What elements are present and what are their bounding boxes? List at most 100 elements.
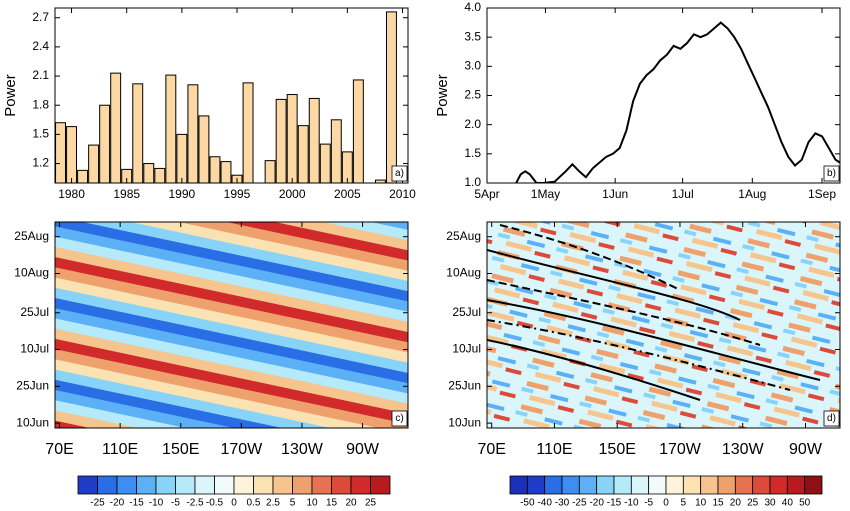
- y-tick-label: 25Jun: [448, 378, 481, 392]
- bar: [242, 82, 254, 183]
- y-tick-label: 1.5: [464, 146, 481, 160]
- bar: [99, 104, 111, 183]
- annotation: c): [395, 413, 403, 424]
- x-tick-label: 1Sep: [808, 187, 836, 201]
- colorbar-label: -5: [171, 498, 180, 509]
- y-axis-label: Power: [434, 74, 451, 117]
- x-tick-label: 110E: [536, 441, 572, 458]
- plot-area: [55, 11, 397, 183]
- bar: [66, 126, 78, 183]
- x-tick-label: 170W: [220, 441, 263, 458]
- annotation-box: [823, 165, 840, 182]
- x-tick-label: 70E: [45, 441, 73, 458]
- bar: [297, 125, 309, 183]
- annotation: d): [827, 413, 836, 424]
- colorbar-label: 0: [663, 498, 669, 509]
- colorbar-swatch: [331, 475, 352, 495]
- colorbar-label: -50: [520, 498, 535, 509]
- frame: [54, 221, 409, 429]
- x-tick-label: 1990: [169, 187, 196, 201]
- y-tick-label: 2.0: [464, 117, 481, 131]
- colorbar-swatch: [292, 475, 313, 495]
- colorbar-label: -15: [129, 498, 144, 509]
- x-tick-label: 130W: [722, 441, 765, 458]
- y-tick-label: 2.1: [32, 68, 49, 82]
- y-tick-label: 3.5: [464, 29, 481, 43]
- colorbar-swatch: [804, 475, 823, 495]
- y-tick-label: 25Aug: [446, 229, 481, 243]
- colorbar-label: -20: [110, 498, 125, 509]
- y-tick-label: 10Jun: [448, 415, 481, 429]
- colorbar-swatch: [253, 475, 274, 495]
- annotation-box: [391, 165, 408, 182]
- bar: [220, 161, 232, 183]
- colorbar-swatch: [116, 475, 137, 495]
- frame: [54, 7, 409, 184]
- y-tick-label: 2.5: [464, 88, 481, 102]
- x-tick-label: 1985: [113, 187, 140, 201]
- colorbar-swatch: [272, 475, 293, 495]
- colorbar-swatch: [665, 475, 684, 495]
- colorbar-label: 0.5: [247, 498, 261, 509]
- colorbar-label: 25: [365, 498, 377, 509]
- colorbar-swatch: [596, 475, 615, 495]
- colorbar-label: -30: [555, 498, 570, 509]
- bar: [264, 160, 276, 183]
- colorbar-label: 40: [782, 498, 794, 509]
- x-tick-label: 1Aug: [738, 187, 766, 201]
- colorbar-swatch: [97, 475, 118, 495]
- frame: [486, 221, 841, 429]
- bar: [385, 11, 397, 183]
- bar: [77, 169, 89, 183]
- colorbar-swatch: [77, 475, 98, 495]
- y-tick-label: 3.0: [464, 59, 481, 73]
- colorbar-label: 0: [231, 498, 237, 509]
- y-tick-label: 25Jul: [452, 305, 481, 319]
- bar: [176, 133, 188, 183]
- colorbar-label: 15: [326, 498, 338, 509]
- colorbar-label: -20: [589, 498, 604, 509]
- y-tick-label: 10Aug: [14, 266, 49, 280]
- bar: [275, 98, 287, 183]
- colorbar-swatch: [648, 475, 667, 495]
- field-c: [55, 222, 408, 428]
- x-tick-label: 5Apr: [474, 187, 499, 201]
- annotation-box: [823, 410, 840, 427]
- colorbar-label: -0.5: [206, 498, 224, 509]
- y-tick-label: 10Aug: [446, 266, 481, 280]
- colorbar-swatch: [578, 475, 598, 495]
- colorbar-swatch: [350, 475, 371, 495]
- bar: [308, 97, 320, 183]
- x-tick-label: 90W: [789, 441, 823, 458]
- colorbar-label: 15: [712, 498, 724, 509]
- colorbar-swatch: [734, 475, 754, 495]
- y-tick-label: 25Aug: [14, 229, 49, 243]
- colorbar-label: 20: [345, 498, 357, 509]
- colorbar-swatch: [136, 475, 157, 495]
- colorbar-label: -25: [572, 498, 587, 509]
- colorbar-label: -40: [537, 498, 552, 509]
- colorbar-swatch: [214, 475, 235, 495]
- colorbar-swatch: [682, 475, 702, 495]
- x-tick-label: 1980: [58, 187, 85, 201]
- x-tick-label: 90W: [346, 441, 380, 458]
- colorbar-label: -2.5: [186, 498, 204, 509]
- x-tick-label: 150E: [599, 441, 636, 458]
- y-tick-label: 2.7: [32, 10, 49, 24]
- y-tick-label: 1.0: [464, 175, 481, 189]
- colorbar-label: 50: [799, 498, 811, 509]
- colorbar-swatch: [233, 475, 254, 495]
- bar: [55, 122, 66, 183]
- colorbar-label: 5: [290, 498, 296, 509]
- colorbar-swatch: [700, 475, 719, 495]
- colorbar-swatch: [175, 475, 196, 495]
- colorbar-label: 5: [681, 498, 687, 509]
- colorbar-swatch: [786, 475, 806, 495]
- y-tick-label: 1.8: [32, 97, 49, 111]
- bar: [110, 72, 122, 183]
- y-tick-label: 4.0: [464, 0, 481, 14]
- colorbar-label: -10: [149, 498, 164, 509]
- annotation: b): [827, 168, 836, 179]
- colorbar-label: 10: [306, 498, 318, 509]
